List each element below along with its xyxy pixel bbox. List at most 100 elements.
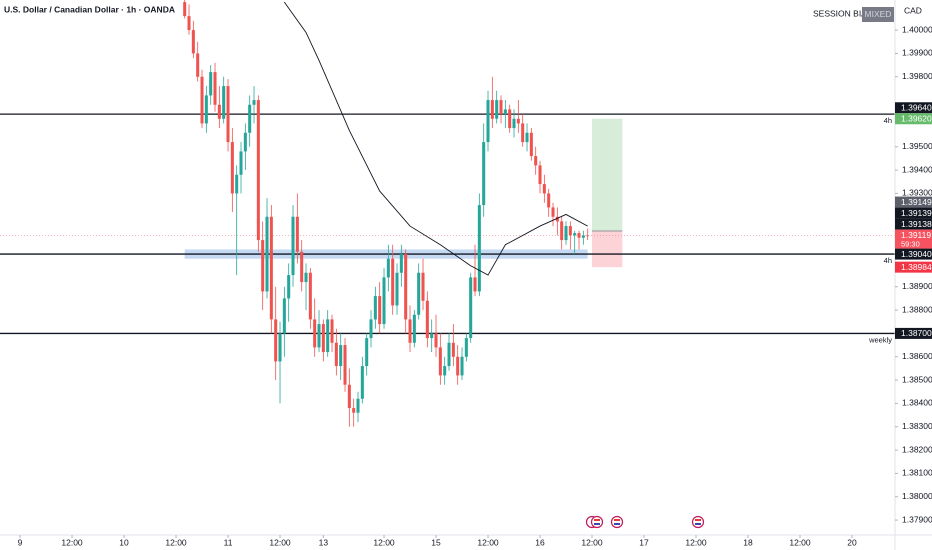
candle-body (308, 272, 312, 320)
y-tick-label: 1.39300 (902, 188, 932, 198)
y-tick-label: 1.38000 (902, 491, 932, 501)
session-bias-label: SESSION BIAS (813, 8, 873, 18)
candle-body (495, 100, 499, 119)
position-target-area (592, 118, 623, 231)
symbol-title: U.S. Dollar / Canadian Dollar · 1h · OAN… (4, 4, 175, 14)
candle-body (499, 100, 503, 115)
x-tick-label: 9 (18, 537, 23, 547)
candle-body (356, 398, 360, 413)
candle-body (373, 296, 377, 320)
candle-body (421, 272, 425, 301)
price-label: 1.39139 (901, 208, 932, 218)
flag-stripe (695, 519, 701, 521)
price-label-box (895, 196, 932, 208)
y-tick-label: 1.39900 (902, 48, 932, 58)
y-tick-label: 1.39500 (902, 141, 932, 151)
level-label: 4h (884, 256, 892, 265)
price-label-box (895, 102, 932, 114)
candle-body (378, 296, 382, 325)
candle-body (282, 298, 286, 334)
candle-body (534, 156, 538, 166)
candle-body (581, 235, 585, 238)
candle-body (508, 109, 512, 129)
y-tick-label: 1.38100 (902, 468, 932, 478)
x-tick-label: 10 (119, 537, 129, 547)
y-tick-label: 1.38200 (902, 444, 932, 454)
candle-body (291, 216, 295, 276)
x-tick-label: 18 (743, 537, 753, 547)
price-label-box (895, 327, 932, 339)
y-tick-label: 1.38600 (902, 351, 932, 361)
candle-body (525, 132, 529, 143)
flag-stripe (594, 523, 600, 525)
event-icon[interactable] (691, 515, 705, 529)
price-label-box (895, 218, 932, 230)
candle-body (391, 258, 395, 306)
y-tick-label: 1.40000 (902, 24, 932, 34)
level-label: 4h (884, 116, 892, 125)
price-label: 1.39138 (901, 219, 932, 229)
plot-area: 4h 4h weekly (0, 0, 895, 427)
y-tick-label: 1.38900 (902, 281, 932, 291)
candle-body (451, 342, 455, 357)
x-tick-label: 20 (847, 537, 857, 547)
axes: 1.40000 1.39900 1.39800 1.39500 1.39400 1.393… (18, 24, 932, 547)
price-countdown: 59:30 (901, 240, 920, 249)
candle-body (425, 300, 429, 339)
price-label: 1.38700 (901, 328, 932, 338)
candle-body (304, 272, 308, 283)
price-label: 1.39640 (901, 103, 932, 113)
y-tick-label: 1.38500 (902, 374, 932, 384)
flag-stripe (594, 519, 600, 521)
candle-body (486, 100, 490, 143)
y-tick-label: 1.38300 (902, 421, 932, 431)
event-icon[interactable] (610, 515, 624, 529)
x-tick-label: 16 (535, 537, 545, 547)
candle-body (300, 251, 304, 283)
candle-body (573, 233, 577, 236)
candle-body (295, 216, 299, 252)
price-label-box (895, 248, 932, 260)
candle-body (261, 240, 265, 292)
candle-body (256, 100, 260, 241)
price-label-box (895, 261, 932, 273)
candle-body (447, 342, 451, 367)
x-tick-label: 12:00 (789, 537, 811, 547)
candle-body (547, 193, 551, 208)
candle-body (200, 76, 204, 124)
candle-body (287, 275, 291, 299)
candle-body (352, 408, 356, 413)
candle-body (183, 2, 187, 17)
candle-body (343, 345, 347, 385)
y-tick-label: 1.39400 (902, 164, 932, 174)
price-label: 1.39149 (901, 197, 932, 207)
candle-body (334, 342, 338, 367)
x-tick-label: 12:00 (581, 537, 603, 547)
candle-body (365, 338, 369, 367)
candle-body (317, 324, 321, 348)
bias-value: MIXED (865, 9, 892, 19)
candle-body (209, 72, 213, 96)
x-tick-label: 11 (224, 537, 233, 547)
candle-body (369, 319, 373, 339)
x-tick-label: 13 (319, 537, 329, 547)
moving-average (283, 1, 588, 276)
candle-body (404, 254, 408, 320)
candle-body (213, 72, 217, 105)
price-label: 1.39620 (901, 114, 932, 124)
candle-body (274, 319, 278, 362)
candle-body (226, 86, 230, 143)
flag-stripe (614, 523, 620, 525)
event-icon[interactable] (590, 515, 604, 529)
candle-body (564, 226, 568, 241)
flag-stripe (695, 523, 701, 525)
flag-stripe (614, 519, 620, 521)
candle-body (217, 104, 221, 119)
x-tick-label: 15 (431, 537, 441, 547)
candle-body (560, 221, 564, 241)
x-tick-label: 12:00 (477, 537, 499, 547)
candle-body (551, 207, 555, 217)
candle-body (187, 16, 191, 31)
